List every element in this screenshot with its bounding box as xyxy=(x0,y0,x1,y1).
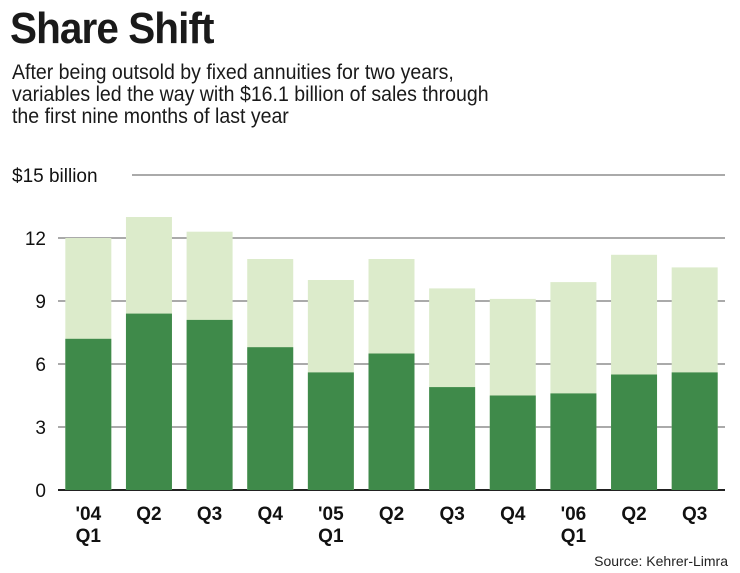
bar-variable-2 xyxy=(186,319,233,490)
x-tick-label-8-0: '06 xyxy=(561,504,587,525)
y-tick-label-6: 6 xyxy=(35,355,46,376)
bar-layer xyxy=(65,217,718,490)
bar-variable-1 xyxy=(125,313,172,490)
bar-variable-8 xyxy=(550,393,597,490)
y-tick-label-12: 12 xyxy=(25,229,46,250)
y-tick-label-0: 0 xyxy=(35,481,46,502)
y-tick-label-9: 9 xyxy=(35,292,46,313)
bar-variable-4 xyxy=(307,372,354,490)
y-tick-labels: 0 3 6 9 12 $15 billion xyxy=(12,166,98,502)
source-note: Source: Kehrer-Limra xyxy=(594,553,728,569)
x-tick-label-0-1: Q1 xyxy=(76,526,102,547)
bar-variable-3 xyxy=(247,347,294,490)
chart-subtitle: After being outsold by fixed annuities f… xyxy=(12,62,663,128)
subtitle-line-2: variables led the way with $16.1 billion… xyxy=(12,83,489,106)
x-tick-label-1-0: Q2 xyxy=(136,504,161,525)
x-tick-label-10-0: Q3 xyxy=(682,504,707,525)
x-tick-label-6-0: Q3 xyxy=(439,504,464,525)
subtitle-line-3: the first nine months of last year xyxy=(12,105,289,128)
x-tick-label-4-0: '05 xyxy=(318,504,344,525)
x-tick-label-2-0: Q3 xyxy=(197,504,222,525)
chart-title: Share Shift xyxy=(10,4,214,53)
x-tick-label-3-0: Q4 xyxy=(258,504,284,525)
subtitle-line-1: After being outsold by fixed annuities f… xyxy=(12,61,454,84)
x-tick-label-0-0: '04 xyxy=(75,504,101,525)
bar-variable-0 xyxy=(65,338,112,490)
x-tick-label-5-0: Q2 xyxy=(379,504,404,525)
x-tick-label-4-1: Q1 xyxy=(318,526,344,547)
x-tick-label-7-0: Q4 xyxy=(500,504,526,525)
y-tick-label-15: $15 billion xyxy=(12,166,98,187)
bar-variable-6 xyxy=(429,387,476,490)
bar-variable-7 xyxy=(489,395,536,490)
x-tick-label-8-1: Q1 xyxy=(561,526,587,547)
bar-variable-10 xyxy=(671,372,718,490)
y-tick-label-3: 3 xyxy=(35,418,46,439)
bar-variable-5 xyxy=(368,353,415,490)
x-tick-label-9-0: Q2 xyxy=(621,504,646,525)
bar-variable-9 xyxy=(611,374,658,490)
